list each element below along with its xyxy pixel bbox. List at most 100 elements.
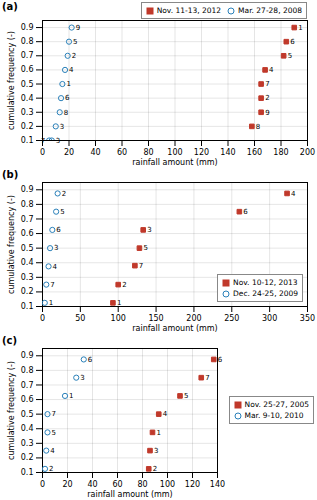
svg-text:0.7: 0.7 bbox=[21, 51, 34, 60]
svg-text:5: 5 bbox=[73, 38, 77, 46]
svg-text:20: 20 bbox=[64, 148, 74, 157]
svg-text:7: 7 bbox=[265, 80, 269, 88]
svg-text:0.2: 0.2 bbox=[21, 287, 34, 296]
svg-text:140: 140 bbox=[210, 480, 225, 489]
svg-text:cumulative frequency (-): cumulative frequency (-) bbox=[7, 361, 16, 460]
svg-text:5: 5 bbox=[143, 244, 147, 252]
svg-text:140: 140 bbox=[220, 148, 235, 157]
svg-text:60: 60 bbox=[112, 480, 122, 489]
svg-text:0.4: 0.4 bbox=[21, 94, 34, 103]
svg-text:2: 2 bbox=[153, 465, 157, 473]
svg-text:50: 50 bbox=[75, 314, 85, 323]
svg-text:7: 7 bbox=[41, 137, 45, 145]
svg-text:0.1: 0.1 bbox=[21, 136, 34, 145]
svg-text:4: 4 bbox=[269, 66, 274, 74]
svg-text:180: 180 bbox=[273, 148, 288, 157]
svg-text:120: 120 bbox=[194, 148, 209, 157]
svg-text:0.1: 0.1 bbox=[21, 468, 34, 477]
svg-text:0.2: 0.2 bbox=[21, 122, 34, 131]
svg-text:1: 1 bbox=[117, 299, 121, 307]
svg-text:0.4: 0.4 bbox=[21, 424, 34, 433]
svg-text:0: 0 bbox=[40, 480, 45, 489]
svg-text:rainfall amount (mm): rainfall amount (mm) bbox=[132, 158, 217, 167]
svg-text:0.5: 0.5 bbox=[21, 244, 34, 253]
svg-text:3: 3 bbox=[80, 374, 84, 382]
svg-text:6: 6 bbox=[243, 208, 248, 216]
svg-text:0.6: 0.6 bbox=[21, 229, 34, 238]
svg-text:8: 8 bbox=[64, 109, 68, 117]
svg-text:0.9: 0.9 bbox=[21, 23, 34, 32]
svg-text:2: 2 bbox=[49, 465, 53, 473]
svg-text:300: 300 bbox=[262, 314, 277, 323]
svg-text:200: 200 bbox=[300, 148, 315, 157]
svg-text:9: 9 bbox=[76, 24, 80, 32]
svg-text:4: 4 bbox=[69, 66, 74, 74]
svg-text:0.3: 0.3 bbox=[21, 439, 34, 448]
svg-text:350: 350 bbox=[300, 314, 315, 323]
svg-text:1: 1 bbox=[69, 392, 73, 400]
svg-text:100: 100 bbox=[111, 314, 126, 323]
svg-text:5: 5 bbox=[60, 208, 64, 216]
svg-text:2: 2 bbox=[265, 94, 269, 102]
svg-text:6: 6 bbox=[56, 226, 61, 234]
svg-text:0.8: 0.8 bbox=[21, 366, 34, 375]
svg-text:1: 1 bbox=[157, 429, 161, 437]
svg-text:1: 1 bbox=[49, 299, 53, 307]
svg-text:0.6: 0.6 bbox=[21, 395, 34, 404]
svg-text:60: 60 bbox=[117, 148, 127, 157]
svg-text:1: 1 bbox=[66, 80, 70, 88]
svg-text:5: 5 bbox=[52, 429, 56, 437]
svg-text:3: 3 bbox=[54, 244, 58, 252]
svg-text:160: 160 bbox=[247, 148, 262, 157]
svg-text:250: 250 bbox=[224, 314, 239, 323]
svg-text:9: 9 bbox=[265, 109, 269, 117]
svg-text:0.9: 0.9 bbox=[21, 185, 34, 194]
svg-text:1: 1 bbox=[298, 24, 302, 32]
svg-text:20: 20 bbox=[62, 480, 72, 489]
svg-text:40: 40 bbox=[90, 148, 100, 157]
svg-text:cumulative frequency (-): cumulative frequency (-) bbox=[7, 195, 16, 294]
svg-text:0.4: 0.4 bbox=[21, 258, 34, 267]
svg-text:0.7: 0.7 bbox=[21, 215, 34, 224]
svg-text:4: 4 bbox=[163, 410, 168, 418]
svg-text:7: 7 bbox=[52, 410, 56, 418]
svg-text:cumulative frequency (-): cumulative frequency (-) bbox=[7, 31, 16, 130]
svg-text:0.5: 0.5 bbox=[21, 80, 34, 89]
svg-text:3: 3 bbox=[154, 447, 158, 455]
svg-text:120: 120 bbox=[185, 480, 200, 489]
svg-text:3: 3 bbox=[60, 123, 64, 131]
svg-text:7: 7 bbox=[205, 374, 209, 382]
svg-text:0.8: 0.8 bbox=[21, 200, 34, 209]
svg-text:4: 4 bbox=[53, 263, 58, 271]
svg-text:80: 80 bbox=[137, 480, 147, 489]
svg-text:6: 6 bbox=[65, 94, 70, 102]
svg-text:2: 2 bbox=[62, 190, 66, 198]
svg-text:8: 8 bbox=[256, 123, 260, 131]
svg-text:0: 0 bbox=[40, 314, 45, 323]
svg-text:100: 100 bbox=[167, 148, 182, 157]
svg-text:rainfall amount (mm): rainfall amount (mm) bbox=[132, 324, 217, 333]
svg-text:2: 2 bbox=[122, 281, 126, 289]
svg-text:0.1: 0.1 bbox=[21, 302, 34, 311]
svg-text:0.3: 0.3 bbox=[21, 273, 34, 282]
svg-text:3: 3 bbox=[147, 226, 151, 234]
svg-text:0.8: 0.8 bbox=[21, 37, 34, 46]
svg-text:2: 2 bbox=[72, 52, 76, 60]
svg-text:200: 200 bbox=[186, 314, 201, 323]
svg-text:100: 100 bbox=[160, 480, 175, 489]
svg-text:0.6: 0.6 bbox=[21, 65, 34, 74]
svg-text:3: 3 bbox=[56, 137, 60, 145]
svg-text:0.9: 0.9 bbox=[21, 351, 34, 360]
svg-text:4: 4 bbox=[291, 190, 296, 198]
svg-text:6: 6 bbox=[88, 356, 93, 364]
svg-text:150: 150 bbox=[148, 314, 163, 323]
svg-text:5: 5 bbox=[288, 52, 292, 60]
svg-text:0.3: 0.3 bbox=[21, 108, 34, 117]
svg-text:0: 0 bbox=[40, 148, 45, 157]
svg-text:rainfall amount (mm): rainfall amount (mm) bbox=[87, 490, 172, 499]
svg-text:6: 6 bbox=[290, 38, 295, 46]
svg-text:0.5: 0.5 bbox=[21, 410, 34, 419]
svg-text:7: 7 bbox=[139, 262, 143, 270]
svg-text:5: 5 bbox=[184, 392, 188, 400]
svg-text:6: 6 bbox=[218, 356, 223, 364]
